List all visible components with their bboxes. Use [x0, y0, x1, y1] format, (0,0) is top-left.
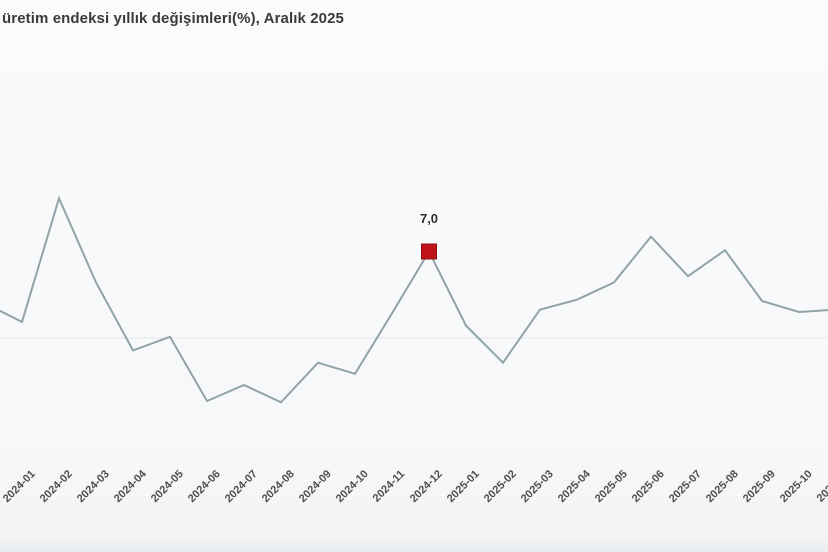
chart-title: üretim endeksi yıllık değişimleri(%), Ar… [2, 10, 344, 27]
x-axis-label: 2024-10 [333, 468, 371, 506]
data-label: 7,0 [419, 211, 439, 227]
x-axis-label: 2025-08 [703, 468, 741, 506]
x-axis-label: 2024-04 [111, 468, 149, 506]
x-axis-label: 2024-09 [296, 468, 334, 506]
x-axis-label: 2024-01 [0, 468, 38, 506]
x-axis-label: 2025-10 [777, 468, 815, 506]
x-axis-label: 2024-03 [74, 468, 112, 506]
series-line [0, 195, 828, 404]
x-axis-label: 2025-03 [518, 468, 556, 506]
x-axis-label: 2024-06 [185, 468, 223, 506]
x-axis-label: 2025-01 [444, 468, 482, 506]
x-axis-label: 2025-11 [814, 468, 828, 505]
x-axis-label: 2025-07 [666, 468, 704, 506]
x-axis-label: 2025-05 [592, 468, 630, 506]
x-axis-label: 2025-02 [481, 468, 519, 506]
highlight-marker[interactable] [421, 243, 437, 260]
x-axis-label: 2024-12 [407, 468, 445, 506]
x-axis-label: 2024-11 [370, 468, 408, 505]
x-axis-label: 2025-09 [740, 468, 778, 506]
x-axis-label: 2024-08 [259, 468, 297, 506]
x-axis-label: 2024-05 [148, 468, 186, 506]
x-axis-label: 2025-06 [629, 468, 667, 506]
x-axis-label: 2024-07 [222, 468, 260, 506]
x-axis-label: 2024-02 [37, 468, 75, 506]
x-axis-label: 2025-04 [555, 468, 593, 506]
